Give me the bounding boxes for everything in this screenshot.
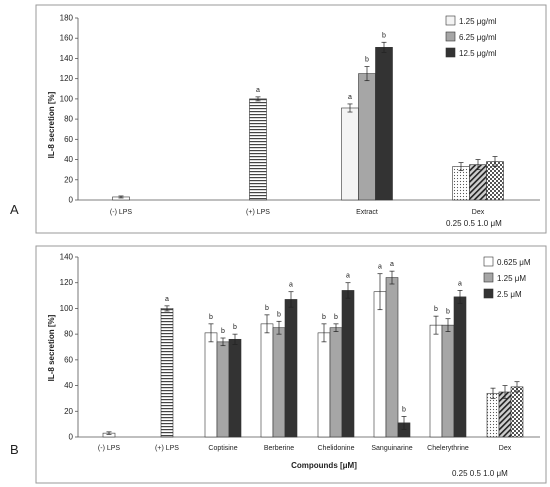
y-tick-label: 100: [60, 304, 74, 313]
x-tick-label: Chelerythrine: [427, 445, 469, 452]
bar: [441, 324, 455, 438]
legend-swatch: [483, 256, 494, 267]
x-tick-label: (-) LPS: [110, 209, 133, 216]
panel-a-frame: [35, 4, 547, 234]
significance-letter: a: [348, 94, 352, 101]
bar: [160, 308, 174, 438]
y-tick-label: 40: [64, 381, 73, 390]
legend-swatch: [445, 15, 456, 26]
x-tick-label: Dex: [499, 445, 512, 452]
bar: [385, 277, 399, 438]
bar: [249, 98, 267, 201]
y-tick-label: 0: [69, 196, 74, 205]
x-tick-label: (+) LPS: [155, 445, 179, 452]
panel-a-ylabel: IL-8 secretion [%]: [47, 91, 56, 158]
y-tick-label: 140: [60, 54, 74, 63]
bar: [317, 332, 331, 438]
legend-label: 0.625 μM: [497, 258, 531, 267]
legend-label: 12.5 μg/ml: [459, 49, 497, 58]
panel-b-dex-doses: 0.25 0.5 1.0 μM: [452, 469, 508, 478]
significance-letter: b: [365, 57, 369, 64]
x-tick-label: Extract: [356, 209, 378, 216]
bar: [216, 341, 230, 438]
legend-label: 6.25 μg/ml: [459, 33, 497, 42]
x-tick-label: Dex: [472, 209, 485, 216]
y-tick-label: 20: [64, 175, 73, 184]
bar: [452, 166, 470, 201]
y-tick-label: 60: [64, 355, 73, 364]
x-tick-label: (+) LPS: [246, 209, 270, 216]
panel-a-label: A: [10, 202, 19, 217]
y-tick-label: 180: [60, 14, 74, 23]
y-tick-label: 40: [64, 155, 73, 164]
panel-a-dex-doses: 0.25 0.5 1.0 μM: [446, 219, 502, 228]
panel-b-plot: 0 20 40 60 80 100 120 140 (-) LPS (+) LPS Coptisin…: [60, 253, 540, 452]
legend-swatch: [445, 47, 456, 58]
significance-letter: b: [265, 305, 269, 312]
y-tick-label: 100: [60, 94, 74, 103]
legend-swatch: [483, 272, 494, 283]
significance-letter: a: [458, 280, 462, 287]
significance-letter: b: [382, 32, 386, 39]
y-tick-label: 80: [64, 330, 73, 339]
bar: [329, 327, 343, 438]
legend-label: 1.25 μM: [497, 274, 526, 283]
panel-b-frame: [35, 245, 547, 484]
significance-letter: a: [346, 273, 350, 280]
bar: [204, 332, 218, 438]
bar: [486, 161, 504, 201]
y-tick-label: 0: [69, 433, 74, 442]
y-tick-label: 140: [60, 253, 74, 262]
bar: [510, 386, 524, 438]
y-tick-label: 120: [60, 74, 74, 83]
legend-swatch: [483, 288, 494, 299]
significance-letter: b: [446, 309, 450, 316]
significance-letter: b: [233, 324, 237, 331]
significance-letter: a: [289, 282, 293, 289]
bar: [486, 392, 500, 438]
significance-letter: a: [165, 296, 169, 303]
bar: [453, 296, 467, 438]
significance-letter: b: [322, 314, 326, 321]
y-tick-label: 60: [64, 135, 73, 144]
significance-letter: b: [209, 314, 213, 321]
legend-swatch: [445, 31, 456, 42]
panel-b-ylabel: IL-8 secretion [%]: [47, 314, 56, 381]
bar: [373, 291, 387, 438]
significance-letter: a: [390, 261, 394, 268]
bar: [341, 290, 355, 438]
significance-letter: b: [221, 328, 225, 335]
y-tick-label: 80: [64, 115, 73, 124]
bar: [341, 107, 359, 201]
legend-label: 1.25 μg/ml: [459, 17, 497, 26]
significance-letter: b: [334, 314, 338, 321]
panel-a-plot: 0 20 40 60 80 100 120 140 160 180 (-) LPS (+) LPS Ex…: [60, 14, 540, 216]
bar: [284, 299, 298, 438]
bar: [429, 324, 443, 438]
y-tick-label: 20: [64, 407, 73, 416]
bar: [272, 327, 286, 438]
bar: [228, 338, 242, 438]
panel-b-label: B: [10, 442, 19, 457]
x-tick-label: Chelidonine: [318, 445, 355, 452]
legend-label: 2.5 μM: [497, 290, 522, 299]
x-tick-label: Berberine: [264, 445, 294, 452]
significance-letter: b: [434, 306, 438, 313]
x-tick-label: Coptisine: [208, 445, 237, 452]
significance-letter: b: [277, 311, 281, 318]
bar: [358, 73, 376, 201]
x-tick-label: Sanguinarine: [371, 445, 412, 452]
significance-letter: b: [402, 406, 406, 413]
significance-letter: a: [256, 87, 260, 94]
panel-b-xlabel: Compounds [μM]: [291, 461, 357, 470]
y-tick-label: 120: [60, 278, 74, 287]
bar: [375, 47, 393, 201]
significance-letter: a: [378, 264, 382, 271]
x-tick-label: (-) LPS: [98, 445, 121, 452]
bar: [260, 323, 274, 438]
y-tick-label: 160: [60, 34, 74, 43]
